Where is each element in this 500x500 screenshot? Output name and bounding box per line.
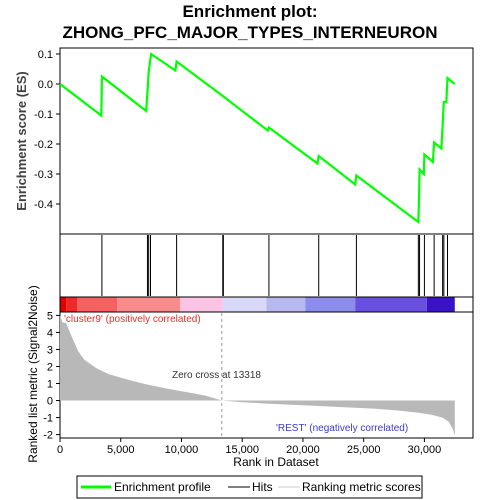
- colorbar-segment: [60, 297, 67, 312]
- metric-y-tick-label: 4: [47, 327, 53, 339]
- metric-y-tick-label: 1: [47, 379, 53, 391]
- colorbar-segment: [426, 297, 455, 312]
- es-y-axis-title: Enrichment score (ES): [14, 71, 29, 210]
- legend-metric-label: Ranking metric scores: [302, 480, 421, 494]
- es-y-tick-label: -0.2: [34, 139, 53, 151]
- negative-annotation: 'REST' (negatively correlated): [276, 423, 408, 434]
- colorbar-segment: [180, 297, 223, 312]
- zero-cross-annotation: Zero cross at 13318: [172, 370, 261, 381]
- x-tick-label: 20,000: [286, 444, 320, 456]
- colorbar-segment: [66, 297, 78, 312]
- metric-y-tick-label: 0: [47, 396, 53, 408]
- es-y-tick-label: -0.4: [34, 199, 53, 211]
- es-y-tick-label: -0.1: [34, 109, 53, 121]
- x-axis-title: Rank in Dataset: [233, 455, 319, 469]
- metric-y-tick-label: -2: [43, 430, 53, 442]
- metric-y-tick-label: 3: [47, 344, 53, 356]
- enrichment-profile-line: [59, 52, 456, 225]
- ranking-metric-area: [60, 315, 455, 436]
- rank-colorbar: [60, 297, 455, 312]
- es-y-axis: 0.1 0.0 -0.1 -0.2 -0.3 -0.4: [34, 49, 60, 211]
- chart-title-line2: ZHONG_PFC_MAJOR_TYPES_INTERNEURON: [62, 23, 437, 42]
- hits-group: [101, 235, 448, 296]
- colorbar-segment: [355, 297, 427, 312]
- metric-y-tick-label: -1: [43, 413, 53, 425]
- legend-hits-label: Hits: [252, 480, 273, 494]
- metric-y-tick-label: 2: [47, 361, 53, 373]
- colorbar-segment: [305, 297, 356, 312]
- x-tick-label: 5,000: [107, 444, 135, 456]
- colorbar-segment: [117, 297, 181, 312]
- legend-enrichment-label: Enrichment profile: [114, 480, 211, 494]
- positive-annotation: 'cluster9' (positively correlated): [64, 314, 201, 325]
- colorbar-segment: [266, 297, 306, 312]
- x-tick-label: 30,000: [408, 444, 442, 456]
- metric-y-axis: 5 4 3 2 1 0 -1 -2: [43, 310, 60, 442]
- metric-y-axis-title: Ranked list metric (Signal2Noise): [26, 285, 40, 462]
- hits-panel-frame: [59, 233, 474, 298]
- x-tick-label: 15,000: [225, 444, 259, 456]
- x-axis: 0 5,000 10,000 15,000 20,000 25,000 30,000: [57, 438, 441, 456]
- colorbar-segment: [222, 297, 267, 312]
- x-tick-label: 25,000: [347, 444, 381, 456]
- chart-title-line1: Enrichment plot:: [182, 2, 317, 21]
- x-tick-label: 10,000: [165, 444, 199, 456]
- colorbar-segment: [77, 297, 118, 312]
- es-panel-frame: [59, 47, 474, 235]
- es-y-tick-label: 0.1: [38, 49, 53, 61]
- es-y-tick-label: -0.3: [34, 169, 53, 181]
- metric-panel-frame: [59, 311, 474, 439]
- es-y-tick-label: 0.0: [38, 79, 53, 91]
- x-tick-label: 0: [57, 444, 63, 456]
- metric-y-tick-label: 5: [47, 310, 53, 322]
